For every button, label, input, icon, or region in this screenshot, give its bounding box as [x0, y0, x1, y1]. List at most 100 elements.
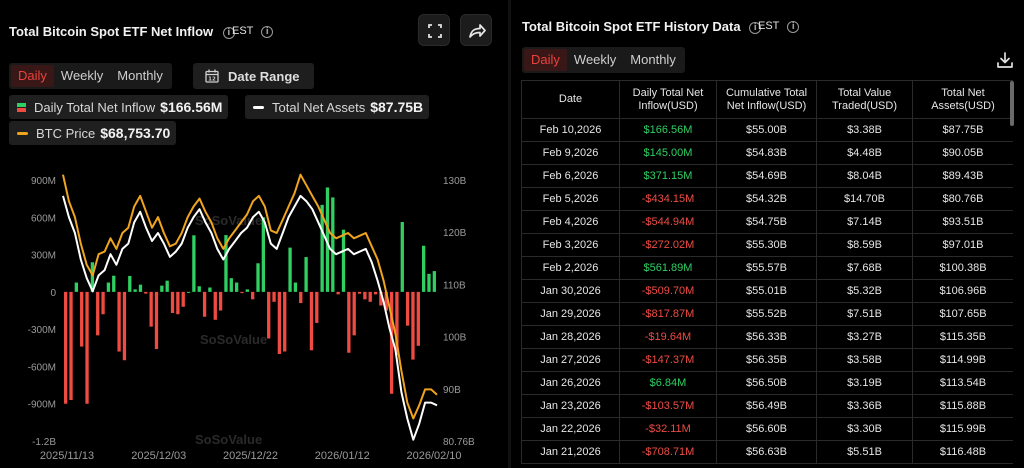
cell-daily-inflow: -$32.11M — [619, 417, 717, 441]
col-header-daily-inflow[interactable]: Daily Total Net Inflow(USD) — [619, 80, 717, 119]
inflow-bar-positive — [138, 284, 143, 292]
table-row: Feb 4,2026 -$544.94M $54.75B $7.14B $93.51B — [521, 210, 1013, 234]
date-range-button[interactable]: 12 Date Range — [193, 63, 314, 89]
cell-cumulative: $56.63B — [716, 440, 817, 464]
inflow-bar-positive — [234, 282, 239, 292]
cell-date: Jan 21,2026 — [521, 440, 620, 464]
cell-cumulative: $54.75B — [716, 210, 817, 234]
fullscreen-icon — [428, 24, 442, 38]
y-left-tick-label: -600M — [28, 362, 56, 373]
cell-value-traded: $4.48B — [816, 141, 913, 165]
inflow-bar-negative — [181, 291, 185, 307]
inflow-bar-negative — [176, 291, 180, 315]
inflow-bar-positive — [293, 282, 298, 292]
info-icon[interactable]: i — [749, 22, 762, 34]
inflow-bar-negative — [368, 291, 372, 302]
inflow-bar-negative — [352, 291, 356, 336]
cell-net-assets: $89.43B — [912, 164, 1013, 188]
cell-daily-inflow: $561.89M — [619, 256, 717, 280]
inflow-bar-negative — [64, 291, 68, 404]
watermark: SoSoValue — [200, 332, 267, 347]
chart-title-text: Total Bitcoin Spot ETF Net Inflow — [9, 24, 214, 39]
cell-cumulative: $55.30B — [716, 233, 817, 257]
info-icon[interactable]: i — [222, 27, 235, 39]
cell-date: Jan 30,2026 — [521, 279, 620, 303]
cell-daily-inflow: -$19.64M — [619, 325, 717, 349]
table-row: Jan 28,2026 -$19.64M $56.33B $3.27B $115.35B — [521, 325, 1013, 349]
cell-daily-inflow: $166.56M — [619, 118, 717, 142]
inflow-bar-negative — [117, 291, 121, 352]
panel-divider — [508, 0, 511, 468]
cell-net-assets: $115.35B — [912, 325, 1013, 349]
legend-btc-label: BTC Price — [36, 125, 96, 141]
inflow-bar-negative — [389, 291, 394, 394]
tab-weekly[interactable]: Weekly — [60, 68, 104, 83]
cell-net-assets: $115.88B — [912, 394, 1013, 418]
inflow-bar-positive — [160, 285, 164, 292]
cell-value-traded: $3.27B — [816, 325, 913, 349]
legend-net-inflow[interactable]: Daily Total Net Inflow $166.56M — [9, 95, 229, 119]
legend-btc-value: $68,753.70 — [100, 125, 171, 141]
table-tab-weekly[interactable]: Weekly — [573, 52, 617, 67]
inflow-bar-positive — [106, 282, 111, 292]
table-tab-monthly[interactable]: Monthly — [630, 52, 676, 67]
table-row: Jan 30,2026 -$509.70M $55.01B $5.32B $106.96… — [521, 279, 1013, 303]
timezone-info-icon[interactable]: i — [261, 26, 274, 38]
cell-daily-inflow: $145.00M — [619, 141, 717, 165]
download-icon[interactable] — [995, 50, 1015, 70]
fullscreen-button[interactable] — [418, 14, 450, 46]
table-row: Jan 29,2026 -$817.87M $55.52B $7.51B $107.65… — [521, 302, 1013, 326]
table-title-text: Total Bitcoin Spot ETF History Data — [522, 19, 741, 34]
inflow-bar-positive — [325, 187, 330, 292]
inflow-bar-negative — [101, 291, 105, 315]
col-header-value-traded[interactable]: Total Value Traded(USD) — [816, 80, 913, 119]
history-data-panel: Total Bitcoin Spot ETF History Data i ES… — [511, 0, 1024, 468]
table-title: Total Bitcoin Spot ETF History Data i — [522, 19, 762, 34]
cell-daily-inflow: -$817.87M — [619, 302, 717, 326]
table-timezone-info-icon[interactable]: i — [787, 21, 800, 33]
y-right-tick-label: 130B — [443, 176, 467, 187]
inflow-bar-positive — [304, 257, 308, 292]
cell-value-traded: $3.38B — [816, 118, 913, 142]
tab-daily[interactable]: Daily — [11, 65, 54, 87]
cell-value-traded: $7.68B — [816, 256, 913, 280]
cell-value-traded: $7.14B — [816, 210, 913, 234]
cell-cumulative: $56.49B — [716, 394, 817, 418]
cell-value-traded: $5.51B — [816, 440, 913, 464]
legend-btc-price[interactable]: BTC Price $68,753.70 — [9, 121, 177, 145]
share-icon — [469, 24, 486, 38]
legend-net-assets[interactable]: Total Net Assets $87.75B — [245, 95, 430, 119]
x-tick-label: 2025/12/22 — [223, 450, 278, 462]
col-header-cumulative[interactable]: Cumulative Total Net Inflow(USD) — [716, 80, 817, 119]
cell-date: Jan 27,2026 — [521, 348, 620, 372]
inflow-bar-negative — [170, 291, 175, 313]
cell-net-assets: $97.01B — [912, 233, 1013, 257]
inflow-chart[interactable]: SoSoValueSoSoValueSoSoValue900M600M300M0… — [0, 168, 505, 468]
col-header-net-assets[interactable]: Total Net Assets(USD) — [912, 80, 1013, 119]
share-button[interactable] — [460, 14, 492, 46]
x-tick-label: 2026/01/12 — [315, 450, 370, 462]
inflow-bar-negative — [283, 291, 287, 352]
table-scrollbar[interactable] — [1010, 81, 1014, 126]
table-row: Jan 26,2026 $6.84M $56.50B $3.19B $113.54B — [521, 371, 1013, 395]
y-left-tick-label: 900M — [31, 176, 56, 187]
x-tick-label: 2025/11/13 — [40, 450, 94, 462]
inflow-bar-negative — [251, 291, 255, 300]
table-tab-daily[interactable]: Daily — [524, 49, 567, 71]
inflow-bar-negative — [80, 291, 84, 347]
cell-daily-inflow: -$272.02M — [619, 233, 717, 257]
y-right-tick-label: 100B — [443, 333, 467, 344]
cell-cumulative: $54.32B — [716, 187, 817, 211]
inflow-bar-negative — [416, 291, 420, 346]
cell-net-assets: $93.51B — [912, 210, 1013, 234]
cell-daily-inflow: -$509.70M — [619, 279, 717, 303]
cell-cumulative: $55.01B — [716, 279, 817, 303]
col-header-date[interactable]: Date — [521, 80, 620, 119]
inflow-bar-negative — [122, 291, 127, 361]
tab-monthly[interactable]: Monthly — [117, 68, 163, 83]
table-row: Feb 6,2026 $371.15M $54.69B $8.04B $89.43B — [521, 164, 1013, 188]
y-right-tick-label: 110B — [443, 280, 466, 291]
inflow-bar-positive — [186, 291, 191, 293]
inflow-bar-negative — [405, 291, 410, 326]
history-table-container[interactable]: Date Daily Total Net Inflow(USD) Cumulat… — [521, 80, 1013, 468]
